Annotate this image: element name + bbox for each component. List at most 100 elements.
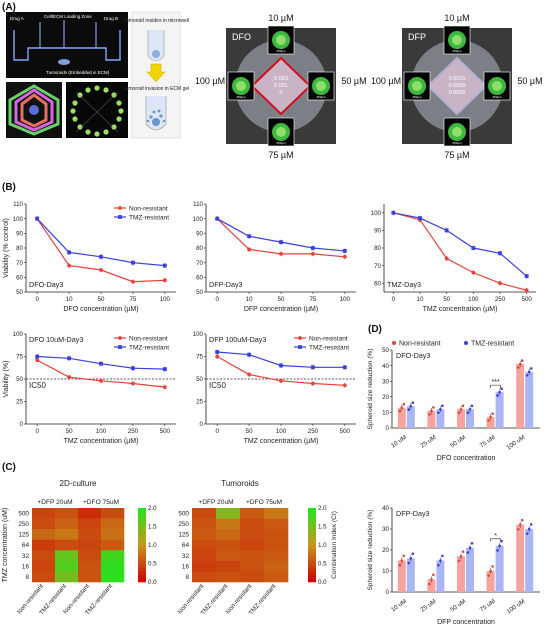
replicate-point xyxy=(411,401,415,405)
data-point-tmz-resistant xyxy=(279,240,283,245)
data-point-tmz-resistant xyxy=(418,216,422,220)
y-axis-label: Viability (% control) xyxy=(3,218,10,278)
replicate-point xyxy=(466,411,470,415)
heatmap-cell xyxy=(240,518,265,530)
data-point-tmz-resistant xyxy=(524,274,529,279)
inset-scale-label: 250µm xyxy=(276,49,286,53)
replicate-point xyxy=(461,550,465,553)
y-axis-label: Spheroid size reduction (%) xyxy=(367,510,374,591)
colorbar-step xyxy=(308,508,316,512)
series-line-0 xyxy=(393,212,527,291)
row-label: 500 xyxy=(18,510,29,517)
y-tick-label: 80 xyxy=(374,245,381,252)
replicate-point xyxy=(516,366,520,369)
chart-dfo-day3: 50 60 70 80 90 100 110 0 10 50 75 100 DFO concentrat… xyxy=(3,201,176,313)
legend-marker xyxy=(392,341,396,345)
bar-non-resistant xyxy=(486,571,495,592)
x-axis-label: TMZ concentration (µM) xyxy=(64,438,139,445)
y-axis-label: Spheroid size reduction (%) xyxy=(367,349,374,430)
heatmap-cell xyxy=(55,571,79,583)
colorbar-step xyxy=(138,530,146,535)
x-tick-label: 250 xyxy=(308,428,319,435)
plate-center-value: 0.001 xyxy=(274,83,288,89)
inset-scale-label: 250µm xyxy=(412,95,422,99)
plate-center-diamond xyxy=(426,56,488,116)
colorbar-step xyxy=(308,530,316,535)
colorbar-step xyxy=(308,567,316,572)
plate-center-value: 0 xyxy=(279,90,282,96)
replicate-point xyxy=(496,549,499,552)
heatmap-title: Tumoroids xyxy=(221,479,259,488)
bar-non-resistant xyxy=(427,579,436,592)
replicate-point xyxy=(487,419,490,422)
schematic-label-tumoroids: Tumoroids (Embedded in ECM) xyxy=(46,70,110,75)
heatmap-cell xyxy=(264,539,289,551)
replicate-point xyxy=(400,559,404,562)
heatmap-cell xyxy=(264,508,289,519)
replicate-point xyxy=(468,407,472,411)
heatmap-cell xyxy=(32,560,56,572)
bar-non-resistant xyxy=(397,560,406,592)
x-tick-label: 75 uM xyxy=(479,598,497,614)
x-axis-label: TMZ concentration (µM) xyxy=(423,306,498,313)
legend-label: Non-resistant xyxy=(129,205,168,212)
heatmap-cell xyxy=(216,539,241,551)
colorbar-tick-label: 2.0 xyxy=(148,505,157,512)
replicate-point xyxy=(527,370,531,374)
x-tick-label: 500 xyxy=(340,428,351,435)
x-tick-label: 100 uM xyxy=(505,434,526,452)
replicate-point xyxy=(400,406,404,410)
x-tick-label: 0 xyxy=(35,428,39,435)
plate-label-top: 10 µM xyxy=(268,13,293,23)
heatmap-cell xyxy=(264,518,289,530)
plate-center-value: 0.0005 xyxy=(449,90,466,96)
colorbar-step xyxy=(138,537,146,542)
device-schematic xyxy=(6,12,128,78)
heatmap-cell xyxy=(240,560,265,572)
replicate-point xyxy=(398,563,402,567)
replicate-point xyxy=(432,573,435,577)
y-tick-label: 110 xyxy=(13,201,23,208)
colorbar-step xyxy=(138,574,146,579)
chart-annotation: DFP-Day3 xyxy=(209,280,243,289)
y-tick-label: 30 xyxy=(382,526,389,533)
replicate-point xyxy=(500,539,503,543)
heatmap-cell xyxy=(55,508,79,519)
replicate-point xyxy=(428,412,431,416)
replicate-point xyxy=(428,582,431,586)
data-point-tmz-resistant xyxy=(99,361,103,366)
colorbar-step xyxy=(138,533,146,538)
x-tick-label: 25 uM xyxy=(419,434,437,450)
schematic-label-drug-b: Drug B xyxy=(104,16,118,21)
replicate-point xyxy=(402,554,406,558)
chart-annotation: DFO-Day3 xyxy=(29,280,63,289)
heatmap-cell xyxy=(101,518,125,530)
x-tick-label: 75 xyxy=(129,296,136,303)
replicate-point xyxy=(498,544,501,548)
spheroid-array-image xyxy=(66,82,128,138)
data-point-non-resistant xyxy=(342,383,347,388)
spheroid-core-bottom xyxy=(452,127,462,137)
x-tick-label: 10 uM xyxy=(390,598,408,614)
x-tick-label: 10 uM xyxy=(390,434,408,450)
replicate-point xyxy=(432,406,435,409)
heatmap-cell xyxy=(55,539,79,551)
colorbar-tick-label: 0.0 xyxy=(318,579,327,586)
legend-marker xyxy=(118,345,122,349)
heatmap-cell xyxy=(55,560,79,572)
legend-label: TMZ-resistant xyxy=(129,344,169,351)
bar-tmz-resistant xyxy=(406,558,415,592)
x-tick-label: 500 xyxy=(522,296,533,303)
x-axis-label: TMZ concentration (µM) xyxy=(244,438,319,445)
colorbar-tick-label: 0.5 xyxy=(148,561,157,568)
spheroid-core-right xyxy=(492,81,502,91)
y-tick-label: 90 xyxy=(16,231,23,238)
microwell-text: Tumoroid resides in microwell xyxy=(123,18,189,24)
replicate-point xyxy=(487,574,490,577)
x-tick-label: 50 xyxy=(278,296,285,303)
replicate-point xyxy=(520,518,524,522)
replicate-point xyxy=(441,404,444,408)
heatmap-cell xyxy=(32,571,56,583)
